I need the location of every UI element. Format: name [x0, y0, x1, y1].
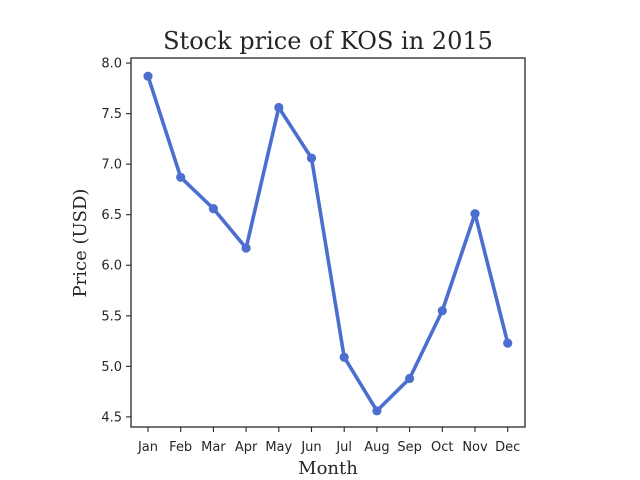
- x-tick-label: Jan: [137, 440, 158, 455]
- x-tick-label: Nov: [462, 440, 488, 455]
- data-point-oct: [437, 306, 447, 316]
- data-point-jan: [143, 71, 153, 81]
- x-axis: Jan Feb Mar Apr May Jun Jul Aug Sep Oct Nov Dec: [137, 427, 520, 455]
- x-tick-label: Apr: [235, 440, 258, 455]
- y-tick-label: 6.0: [101, 259, 122, 274]
- x-tick-label: Oct: [431, 440, 453, 455]
- plot-frame: [130, 57, 526, 428]
- data-point-jul: [339, 352, 349, 362]
- y-tick-label: 7.0: [101, 158, 122, 173]
- y-tick-label: 5.5: [101, 309, 122, 324]
- data-point-dec: [503, 338, 513, 348]
- y-tick-label: 8.0: [101, 57, 122, 72]
- x-tick-label: Jun: [300, 440, 321, 455]
- data-point-nov: [470, 209, 480, 219]
- x-tick-label: Mar: [201, 440, 226, 455]
- data-point-feb: [176, 172, 186, 182]
- y-tick-label: 5.0: [101, 360, 122, 375]
- y-tick-label: 6.5: [101, 208, 122, 223]
- data-point-apr: [241, 243, 251, 253]
- data-point-aug: [372, 406, 382, 416]
- x-tick-label: Jul: [335, 440, 352, 455]
- y-axis: 4.5 5.0 5.5 6.0 6.5 7.0 7.5 8.0: [101, 57, 131, 425]
- chart-title: Stock price of KOS in 2015: [163, 27, 493, 55]
- y-axis-label: Price (USD): [70, 189, 91, 298]
- data-point-jun: [306, 153, 317, 163]
- x-axis-label: Month: [298, 458, 358, 479]
- y-tick-label: 7.5: [101, 107, 122, 122]
- x-tick-label: Aug: [364, 440, 389, 455]
- series-layer: [143, 71, 513, 416]
- x-tick-label: Dec: [495, 440, 520, 455]
- x-tick-label: Sep: [397, 440, 422, 455]
- data-point-mar: [208, 204, 218, 214]
- data-point-sep: [405, 373, 415, 384]
- data-point-may: [274, 102, 284, 113]
- x-tick-label: May: [265, 440, 292, 455]
- x-tick-label: Feb: [169, 440, 192, 455]
- y-tick-label: 4.5: [101, 410, 122, 425]
- series-line: [146, 74, 510, 413]
